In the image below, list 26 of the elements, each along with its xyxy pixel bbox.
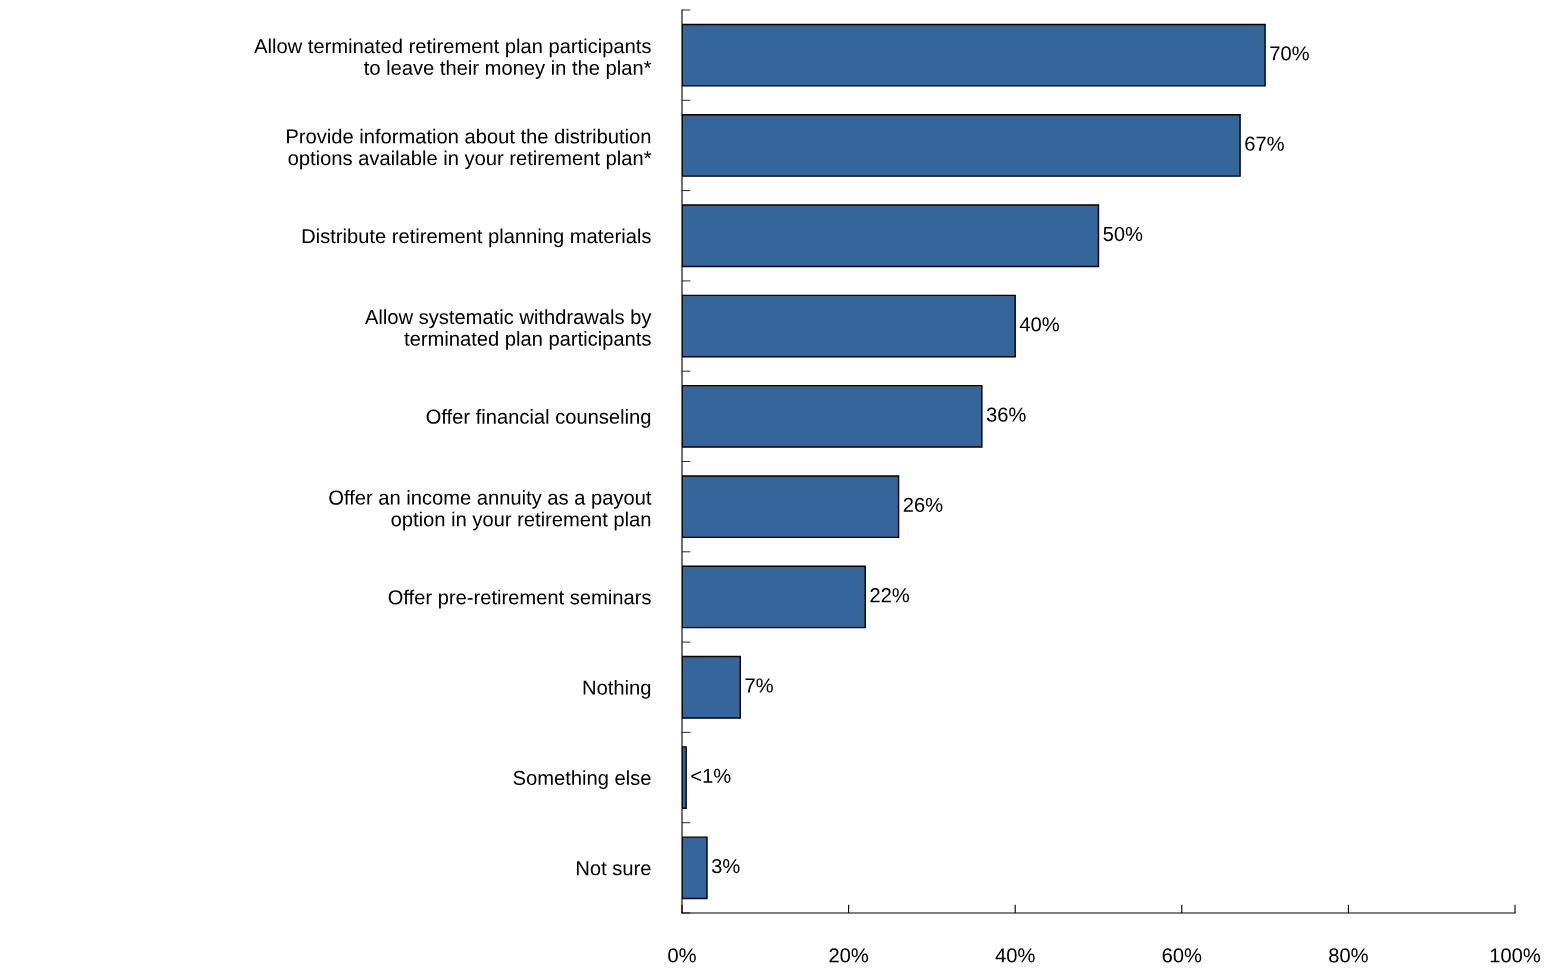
data-label: 70% [1270, 46, 1309, 61]
y-tick-label: Not sure [576, 861, 651, 876]
y-tick-label: Offer an income annuity as a payout option in your retirement plan [329, 489, 652, 531]
y-tick-label: Nothing [583, 679, 651, 699]
y-tick-label: Allow systematic withdrawals by terminated plan participants [364, 309, 652, 350]
data-label: 40% [1019, 317, 1059, 332]
data-label: 26% [903, 497, 943, 513]
y-tick-label: Offer financial counseling [426, 409, 651, 428]
data-label: 50% [1103, 226, 1143, 242]
x-tick-label: 100% [1490, 948, 1541, 963]
x-tick-label: 0% [668, 948, 696, 963]
y-tick-label: Distribute retirement planning materials [302, 228, 651, 248]
x-tick-label: 60% [1162, 948, 1202, 963]
y-tick-label: Something else [513, 770, 651, 790]
data-label: 36% [986, 407, 1026, 422]
y-tick-label: Provide information about the distribution options available in your retirement plan* [287, 128, 652, 170]
x-tick-label: 40% [995, 948, 1035, 963]
data-label: <1% [691, 768, 731, 783]
data-label: 22% [870, 588, 910, 603]
x-tick-label: 20% [829, 948, 869, 963]
y-tick-label: Allow terminated retirement plan participants to leave their money in the plan* [254, 38, 652, 79]
y-tick-label: Offer pre-retirement seminars [388, 589, 651, 609]
data-label: 67% [1245, 136, 1284, 151]
data-label: 3% [711, 859, 740, 874]
data-label: 7% [745, 678, 773, 693]
x-tick-label: 80% [1329, 948, 1368, 963]
